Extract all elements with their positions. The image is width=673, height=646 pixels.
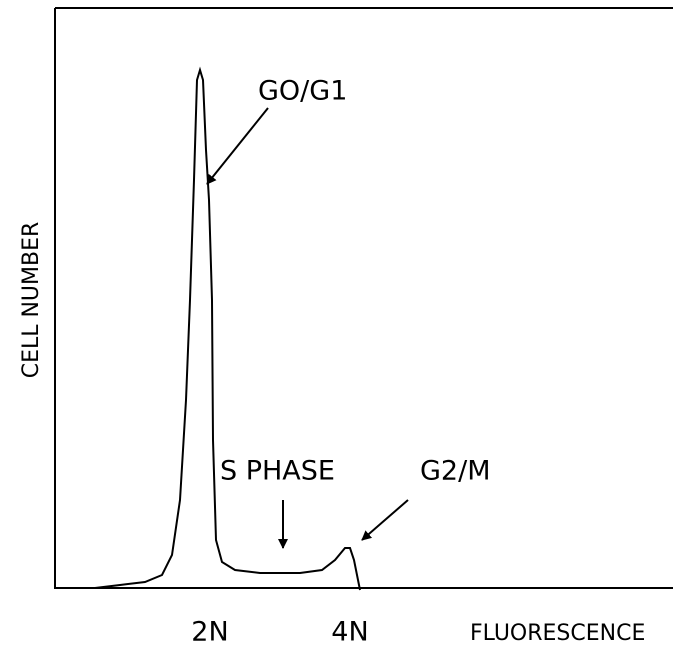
arrow <box>361 499 409 541</box>
arrow <box>206 107 269 185</box>
plot-frame <box>54 7 673 589</box>
x-axis-title: FLUORESCENCE <box>470 621 645 646</box>
histogram-curve <box>94 66 361 591</box>
y-axis-title: CELL NUMBER <box>19 222 44 379</box>
annotation: G2/M <box>420 456 491 487</box>
x-tick-label: 4N <box>331 617 368 646</box>
annotation: GO/G1 <box>258 76 347 107</box>
x-tick-label: 2N <box>191 617 228 646</box>
annotation: S PHASE <box>220 456 335 487</box>
